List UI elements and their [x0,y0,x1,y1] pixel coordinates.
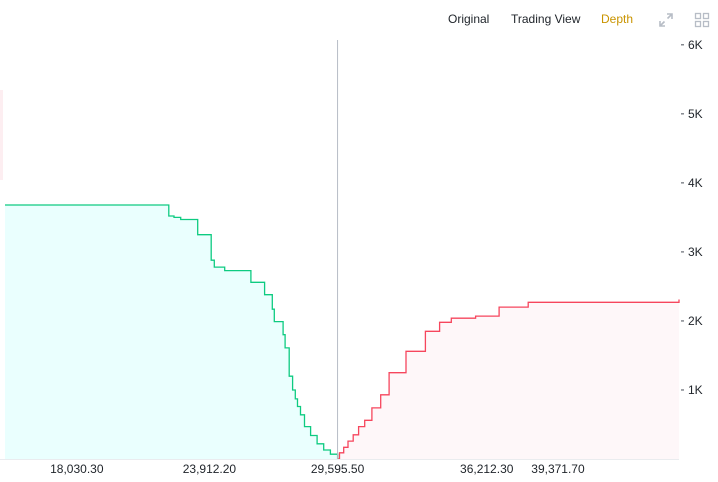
grid-layout-icon[interactable] [693,11,711,29]
tab-trading-view[interactable]: Trading View [511,12,581,26]
ask-depth-line [337,299,680,460]
ask-depth-area [337,299,679,459]
tab-original[interactable]: Original [448,12,490,26]
y-tick-label: 2K [688,314,703,328]
y-tick-label: 4K [688,176,703,190]
expand-icon[interactable] [657,11,675,29]
tab-depth[interactable]: Depth [601,12,634,26]
x-tick-label: 29,595.50 [311,462,365,476]
y-tick-label: 3K [688,245,703,259]
y-tick-label: 1K [688,383,703,397]
bid-depth-area [5,205,338,459]
x-tick-label: 39,371.70 [531,462,585,476]
chart-toolbar: Original Trading View Depth [0,0,718,40]
x-tick-label: 36,212.30 [460,462,514,476]
x-tick-label: 18,030.30 [50,462,104,476]
bid-depth-line [5,204,339,459]
edge-shade [0,90,3,180]
x-tick-label: 23,912.20 [183,462,237,476]
y-tick-label: 6K [688,38,703,52]
y-tick-label: 5K [688,107,703,121]
